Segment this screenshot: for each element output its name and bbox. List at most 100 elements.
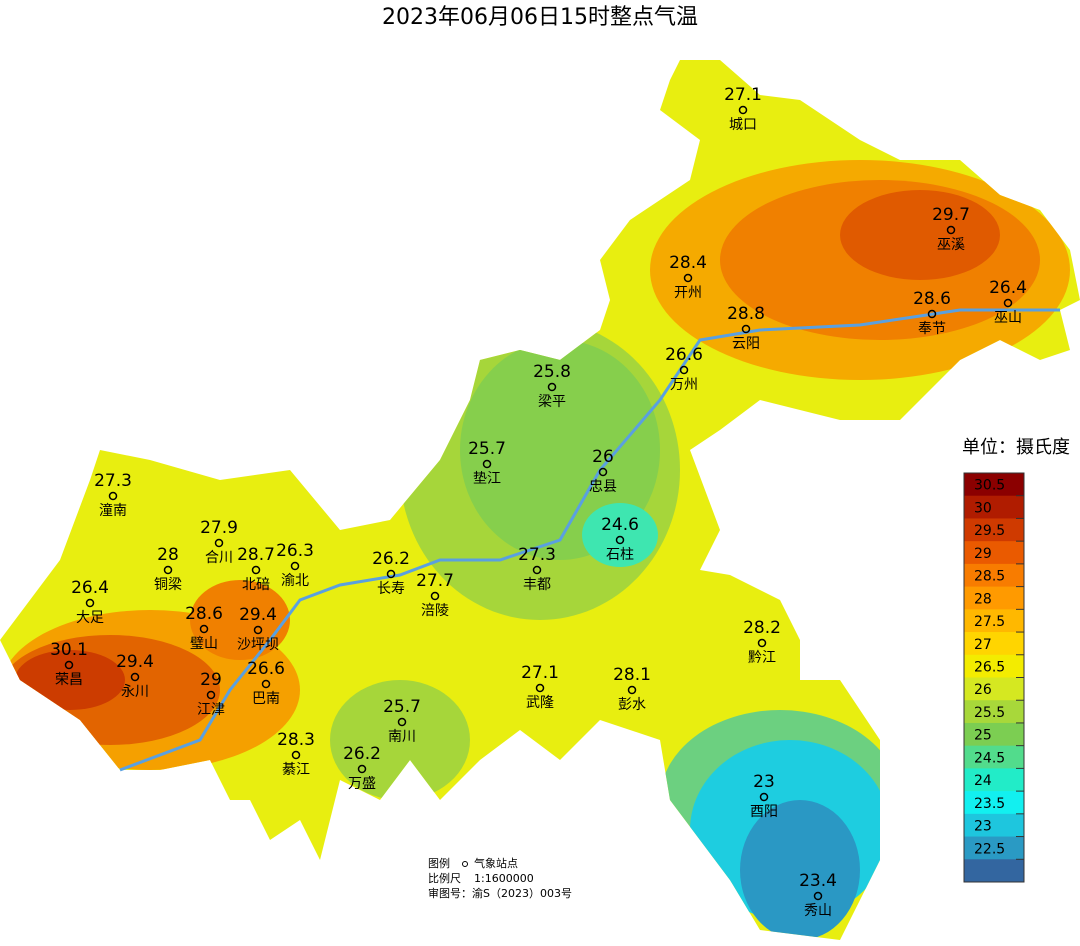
station bbox=[261, 679, 271, 689]
stations: 27.1 城口 29.7 巫溪 28.4 开州 26.4 巫山 28.8 云阳 28.6 奉节 26.6… bbox=[50, 85, 1027, 919]
station-name: 合川 bbox=[205, 550, 233, 566]
legend-label: 27.5 bbox=[974, 614, 1005, 630]
scale: 1:1600000 bbox=[474, 872, 534, 885]
station bbox=[679, 365, 689, 375]
station bbox=[738, 105, 748, 115]
station-name: 铜梁 bbox=[154, 577, 182, 593]
legend-swatch bbox=[964, 632, 1024, 656]
station-value: 28.1 bbox=[613, 665, 651, 685]
station-name: 丰都 bbox=[523, 577, 551, 593]
station-value: 27.7 bbox=[416, 571, 454, 591]
legend-label: 22.5 bbox=[974, 841, 1005, 857]
station-value: 24.6 bbox=[601, 515, 639, 535]
legend-label: 30.5 bbox=[974, 478, 1005, 494]
station-name: 巫溪 bbox=[937, 237, 965, 253]
river bbox=[119, 308, 1060, 772]
station-name: 江津 bbox=[197, 702, 225, 718]
legend-swatch bbox=[964, 495, 1024, 519]
station bbox=[386, 569, 396, 579]
legend-label: 30 bbox=[974, 500, 992, 516]
legend-swatch bbox=[964, 722, 1024, 747]
legend-swatch bbox=[964, 700, 1024, 724]
legend-label: 24 bbox=[974, 773, 992, 789]
station-value: 27.3 bbox=[518, 545, 556, 565]
station-name: 忠县 bbox=[589, 479, 617, 495]
station bbox=[290, 561, 300, 571]
station-symbol bbox=[462, 861, 468, 867]
station-value: 30.1 bbox=[50, 640, 88, 660]
station-value: 28 bbox=[157, 545, 179, 565]
station-value: 29 bbox=[200, 670, 222, 690]
station-name: 垫江 bbox=[473, 471, 501, 487]
station-value: 26.2 bbox=[343, 744, 381, 764]
station-value: 26.6 bbox=[247, 659, 285, 679]
station-label: 气象站点 bbox=[474, 856, 518, 870]
station-value: 26.4 bbox=[71, 578, 109, 598]
station-value: 26.3 bbox=[276, 541, 314, 561]
station-name: 梁平 bbox=[538, 394, 566, 410]
station-value: 26.6 bbox=[665, 345, 703, 365]
station bbox=[163, 565, 173, 575]
station bbox=[85, 598, 95, 608]
station-name: 璧山 bbox=[190, 635, 218, 652]
station-value: 25.8 bbox=[533, 362, 571, 382]
station-name: 长寿 bbox=[377, 580, 405, 597]
legend-label: 29.5 bbox=[974, 523, 1005, 539]
station bbox=[397, 717, 407, 727]
legend-swatch bbox=[964, 745, 1024, 769]
station bbox=[532, 565, 542, 575]
legend-title: 单位：摄氏度 bbox=[962, 437, 1070, 458]
station-name: 云阳 bbox=[732, 336, 760, 352]
station bbox=[813, 891, 823, 901]
station bbox=[430, 591, 440, 601]
legend-label: 25 bbox=[974, 728, 992, 744]
station bbox=[108, 491, 118, 501]
legend-label: 29 bbox=[974, 546, 992, 562]
station-name: 武隆 bbox=[526, 695, 554, 711]
station bbox=[1003, 298, 1013, 308]
station bbox=[199, 624, 209, 634]
station-value: 28.3 bbox=[277, 730, 315, 750]
legend-swatch bbox=[964, 791, 1024, 815]
station-name: 彭水 bbox=[618, 697, 646, 713]
station bbox=[683, 273, 693, 283]
station bbox=[615, 535, 625, 545]
legend-swatch bbox=[964, 813, 1024, 838]
legend-swatch bbox=[964, 586, 1024, 610]
station-name: 巫山 bbox=[994, 310, 1022, 326]
station-name: 城口 bbox=[729, 117, 757, 133]
station bbox=[64, 660, 74, 670]
station-name: 北碚 bbox=[242, 577, 270, 593]
legend-swatch bbox=[964, 654, 1024, 678]
station bbox=[598, 467, 608, 477]
station bbox=[214, 538, 224, 548]
station bbox=[927, 309, 937, 319]
station-value: 28.4 bbox=[669, 253, 707, 273]
station bbox=[253, 625, 263, 635]
station-value: 28.6 bbox=[185, 604, 223, 624]
station bbox=[547, 382, 557, 392]
station-value: 28.2 bbox=[743, 618, 781, 638]
legend-swatch bbox=[964, 563, 1024, 588]
station-value: 27.3 bbox=[94, 471, 132, 491]
approval: 审图号：渝S（2023）003号 bbox=[428, 886, 572, 900]
station-value: 27.1 bbox=[521, 663, 559, 683]
station bbox=[357, 764, 367, 774]
legend-label: 26.5 bbox=[974, 660, 1005, 676]
station bbox=[291, 750, 301, 760]
station bbox=[206, 690, 216, 700]
station-value: 25.7 bbox=[468, 439, 506, 459]
station-name: 荣昌 bbox=[55, 672, 83, 688]
legend-label: 28.5 bbox=[974, 569, 1005, 585]
station bbox=[482, 459, 492, 469]
station-value: 28.6 bbox=[913, 289, 951, 309]
temperature-field bbox=[0, 60, 1080, 940]
station bbox=[535, 683, 545, 693]
station-value: 23.4 bbox=[799, 871, 837, 891]
station-value: 29.4 bbox=[116, 652, 154, 672]
station-value: 25.7 bbox=[383, 697, 421, 717]
station-value: 29.7 bbox=[932, 205, 970, 225]
station-value: 27.9 bbox=[200, 518, 238, 538]
station-value: 27.1 bbox=[724, 85, 762, 105]
legend-label: 28 bbox=[974, 591, 992, 607]
